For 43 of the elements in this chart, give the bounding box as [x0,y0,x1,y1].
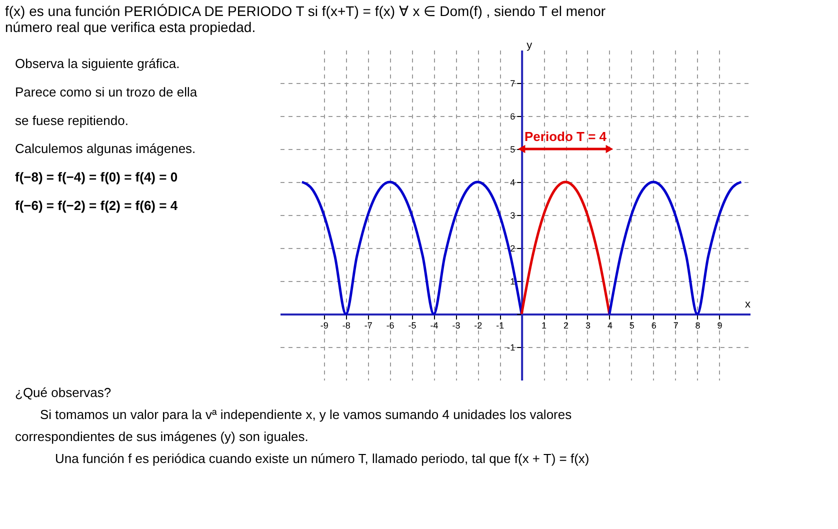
x-tick-label: -5 [408,320,416,330]
x-tick-label: -2 [474,320,482,330]
x-axis-title: x [745,298,751,310]
y-tick-label: 1 [510,276,516,286]
line-series [520,180,611,316]
text: correspondientes de sus imágenes (y) son iguales. [15,429,308,444]
y-tick-label: 3 [510,210,516,220]
chart-title: f(x) es una función PERIÓDICA DE PERIODO T si f(x+T) = f(x) ∀ x ∈ Dom(f) , siendo T el menor número real que verifica esta propiedad. [5,3,606,35]
annotation: Periodo T = 4 [524,129,608,144]
x-tick-label: -1 [496,320,504,330]
y-tick-label: -1 [507,342,516,352]
x-tick-label: -7 [364,320,372,330]
x-tick-label: 3 [585,320,590,330]
x-tick-label: 5 [629,320,634,330]
x-tick-label: 1 [542,320,547,330]
text: Calculemos algunas imágenes. [15,141,196,156]
x-tick-label: -4 [430,320,438,330]
text: Observa la siguiente gráfica. [15,56,180,72]
x-tick-label: -9 [320,320,328,330]
x-tick-label: 9 [717,320,722,330]
y-tick-label: 7 [510,78,516,88]
x-tick-label: 4 [607,320,612,330]
x-tick-label: -3 [452,320,460,330]
text: ¿Qué observas? [15,385,112,400]
text: Una función f es periódica cuando existe un número T, llamado periodo, tal que f(x + T) = f(x) [55,451,590,466]
x-tick-label: -6 [386,320,394,330]
y-tick-label: 6 [510,112,516,122]
y-tick-label: 5 [510,144,516,154]
text: Si tomamos un valor para la vª independiente x, y le vamos sumando 4 unidades los valores [40,407,572,422]
y-tick-label: 4 [510,178,516,188]
y-tick-label: 2 [510,244,516,254]
line-series [608,180,742,316]
y-axis-title: y [526,40,533,52]
x-tick-label: 8 [695,320,700,330]
text: f(−8) = f(−4) = f(0) = f(4) = 0 [15,170,178,184]
text: se fuese repitiendo. [15,112,128,128]
text: Parece como si un trozo de ella [15,84,198,100]
line-series [300,180,523,316]
x-tick-label: 7 [673,320,678,330]
x-tick-label: 6 [651,320,656,330]
x-tick-label: 2 [564,320,569,330]
text: f(−6) = f(−2) = f(2) = f(6) = 4 [15,198,178,213]
x-tick-label: -8 [342,320,350,330]
